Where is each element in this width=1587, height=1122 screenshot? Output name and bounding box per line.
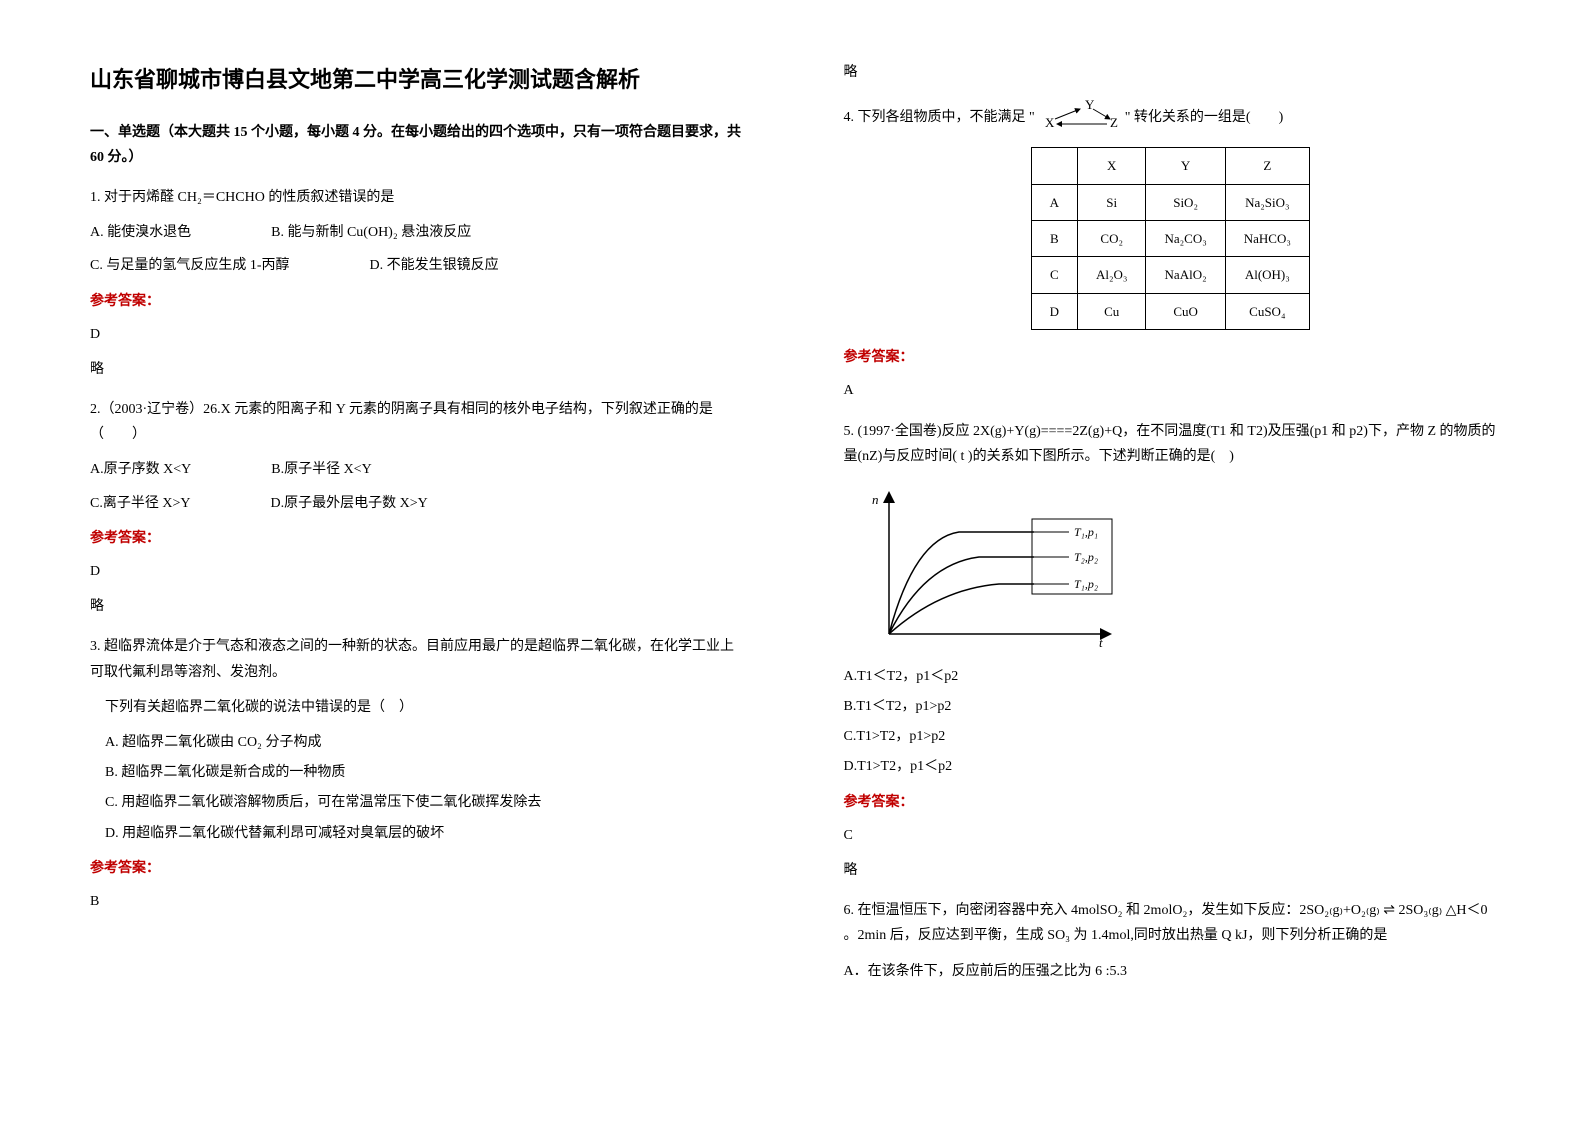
q3-answer: B bbox=[90, 889, 744, 914]
xyz-diagram: X Y Z bbox=[1035, 97, 1125, 137]
curve2-label: T₂,p₂ bbox=[1074, 550, 1098, 564]
q6-text: 6. 在恒温恒压下，向密闭容器中充入 4molSO₂ 和 2molO₂，发生如下… bbox=[844, 898, 1498, 948]
table-cell: NaAlO₂ bbox=[1146, 257, 1225, 293]
curve1-label: T₁,p₁ bbox=[1074, 525, 1098, 539]
q1-option-c: C. 与足量的氢气反应生成 1-丙醇 bbox=[90, 253, 290, 278]
q1-option-d: D. 不能发生银镜反应 bbox=[370, 253, 499, 278]
q1-option-b: B. 能与新制 Cu(OH)₂ 悬浊液反应 bbox=[271, 220, 471, 245]
q4-suffix: " 转化关系的一组是( ) bbox=[1125, 105, 1284, 130]
question-4: 4. 下列各组物质中，不能满足 " X Y Z " 转化关系的一组是( bbox=[844, 97, 1498, 403]
q4-prefix: 4. 下列各组物质中，不能满足 " bbox=[844, 105, 1035, 130]
table-cell: C bbox=[1031, 257, 1077, 293]
q3-answer-label: 参考答案： bbox=[90, 856, 744, 881]
q4-answer-label: 参考答案： bbox=[844, 345, 1498, 370]
q3-text: 3. 超临界流体是介于气态和液态之间的一种新的状态。目前应用最广的是超临界二氧化… bbox=[90, 634, 744, 684]
q5-option-a: A.T1＜T2，p1＜p2 bbox=[844, 664, 1498, 689]
table-cell: D bbox=[1031, 293, 1077, 329]
question-3: 3. 超临界流体是介于气态和液态之间的一种新的状态。目前应用最广的是超临界二氧化… bbox=[90, 634, 744, 914]
right-column: 略 4. 下列各组物质中，不能满足 " X Y Z bbox=[794, 0, 1587, 1122]
q4-table: X Y Z A Si SiO₂ Na₂SiO₃ B CO₂ Na₂CO₃ NaH… bbox=[1031, 147, 1310, 330]
table-cell: Na₂SiO₃ bbox=[1225, 184, 1309, 220]
table-cell: Al(OH)₃ bbox=[1225, 257, 1309, 293]
q2-option-b: B.原子半径 X<Y bbox=[271, 457, 371, 482]
left-column: 山东省聊城市博白县文地第二中学高三化学测试题含解析 一、单选题（本大题共 15 … bbox=[0, 0, 794, 1122]
q1-note: 略 bbox=[90, 357, 744, 382]
x-axis-label: t bbox=[1099, 635, 1103, 649]
q3-option-c: C. 用超临界二氧化碳溶解物质后，可在常温常压下使二氧化碳挥发除去 bbox=[90, 790, 744, 815]
q2-option-c: C.离子半径 X>Y bbox=[90, 491, 190, 516]
q3-option-b: B. 超临界二氧化碳是新合成的一种物质 bbox=[90, 760, 744, 785]
q2-text: 2.（2003·辽宁卷）26.X 元素的阳离子和 Y 元素的阴离子具有相同的核外… bbox=[90, 397, 744, 447]
q5-answer-label: 参考答案： bbox=[844, 790, 1498, 815]
table-cell: X bbox=[1078, 148, 1146, 184]
q5-text: 5. (1997·全国卷)反应 2X(g)+Y(g)====2Z(g)+Q，在不… bbox=[844, 419, 1498, 469]
table-cell: CuO bbox=[1146, 293, 1225, 329]
table-cell: NaHCO₃ bbox=[1225, 220, 1309, 256]
q5-option-b: B.T1＜T2，p1>p2 bbox=[844, 694, 1498, 719]
table-cell: A bbox=[1031, 184, 1077, 220]
table-header-row: X Y Z bbox=[1031, 148, 1309, 184]
q5-graph: n t T₁,p₁ T₂,p₂ T₁,p₂ bbox=[864, 484, 1498, 649]
table-row: B CO₂ Na₂CO₃ NaHCO₃ bbox=[1031, 220, 1309, 256]
table-cell: Al₂O₃ bbox=[1078, 257, 1146, 293]
curve3-label: T₁,p₂ bbox=[1074, 577, 1098, 591]
q5-option-c: C.T1>T2，p1>p2 bbox=[844, 724, 1498, 749]
page-title: 山东省聊城市博白县文地第二中学高三化学测试题含解析 bbox=[90, 60, 744, 100]
question-2: 2.（2003·辽宁卷）26.X 元素的阳离子和 Y 元素的阴离子具有相同的核外… bbox=[90, 397, 744, 619]
note-right-top: 略 bbox=[844, 60, 1498, 85]
section-header: 一、单选题（本大题共 15 个小题，每小题 4 分。在每小题给出的四个选项中，只… bbox=[90, 120, 744, 170]
q1-answer: D bbox=[90, 322, 744, 347]
table-cell: B bbox=[1031, 220, 1077, 256]
q4-answer: A bbox=[844, 378, 1498, 403]
q5-answer: C bbox=[844, 823, 1498, 848]
table-cell: CuSO₄ bbox=[1225, 293, 1309, 329]
q3-sub: 下列有关超临界二氧化碳的说法中错误的是（ ） bbox=[90, 695, 744, 720]
table-cell: CO₂ bbox=[1078, 220, 1146, 256]
q2-option-d: D.原子最外层电子数 X>Y bbox=[270, 491, 427, 516]
q3-option-a: A. 超临界二氧化碳由 CO₂ 分子构成 bbox=[90, 730, 744, 755]
q2-answer-label: 参考答案： bbox=[90, 526, 744, 551]
svg-text:Z: Z bbox=[1110, 115, 1118, 130]
question-5: 5. (1997·全国卷)反应 2X(g)+Y(g)====2Z(g)+Q，在不… bbox=[844, 419, 1498, 884]
question-6: 6. 在恒温恒压下，向密闭容器中充入 4molSO₂ 和 2molO₂，发生如下… bbox=[844, 898, 1498, 984]
table-cell: Cu bbox=[1078, 293, 1146, 329]
table-row: A Si SiO₂ Na₂SiO₃ bbox=[1031, 184, 1309, 220]
q1-text: 1. 对于丙烯醛 CH₂＝CHCHO 的性质叙述错误的是 bbox=[90, 185, 744, 210]
table-row: C Al₂O₃ NaAlO₂ Al(OH)₃ bbox=[1031, 257, 1309, 293]
table-cell: SiO₂ bbox=[1146, 184, 1225, 220]
q5-option-d: D.T1>T2，p1＜p2 bbox=[844, 754, 1498, 779]
q1-option-a: A. 能使溴水退色 bbox=[90, 220, 191, 245]
q3-option-d: D. 用超临界二氧化碳代替氟利昂可减轻对臭氧层的破坏 bbox=[90, 821, 744, 846]
q5-note: 略 bbox=[844, 858, 1498, 883]
y-axis-label: n bbox=[872, 492, 879, 507]
table-row: D Cu CuO CuSO₄ bbox=[1031, 293, 1309, 329]
table-cell: Na₂CO₃ bbox=[1146, 220, 1225, 256]
q2-note: 略 bbox=[90, 594, 744, 619]
table-cell bbox=[1031, 148, 1077, 184]
table-cell: Z bbox=[1225, 148, 1309, 184]
table-cell: Y bbox=[1146, 148, 1225, 184]
table-cell: Si bbox=[1078, 184, 1146, 220]
svg-text:X: X bbox=[1045, 115, 1055, 130]
q2-answer: D bbox=[90, 559, 744, 584]
question-1: 1. 对于丙烯醛 CH₂＝CHCHO 的性质叙述错误的是 A. 能使溴水退色 B… bbox=[90, 185, 744, 382]
q2-option-a: A.原子序数 X<Y bbox=[90, 457, 191, 482]
q6-option-a: A．在该条件下，反应前后的压强之比为 6 :5.3 bbox=[844, 959, 1498, 984]
q1-answer-label: 参考答案： bbox=[90, 289, 744, 314]
